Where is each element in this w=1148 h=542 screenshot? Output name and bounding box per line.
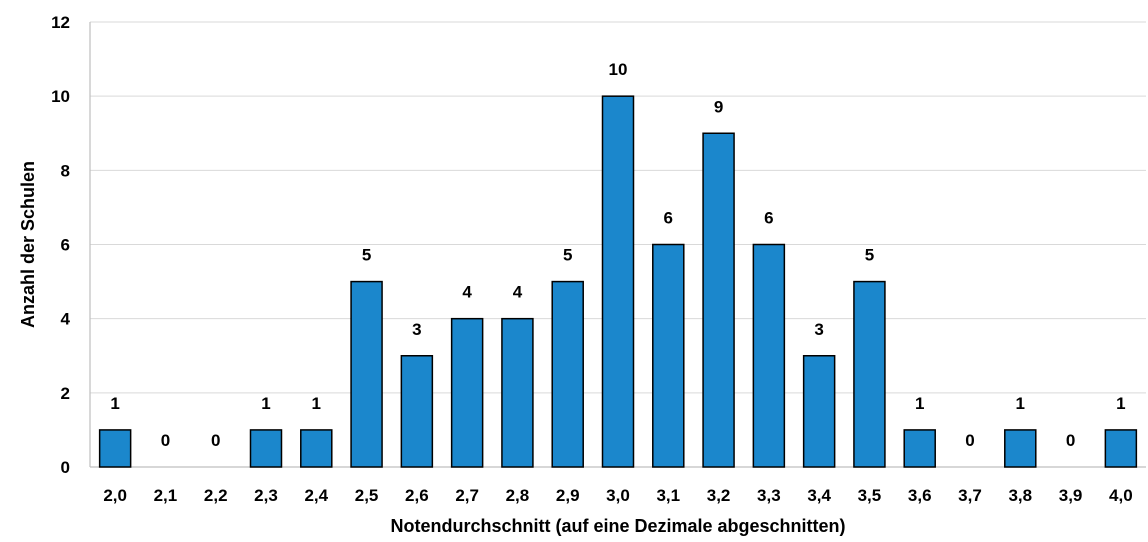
data-label: 0 <box>211 431 220 450</box>
data-label: 3 <box>814 320 823 339</box>
bar <box>1004 429 1037 468</box>
data-label: 5 <box>865 246 874 265</box>
x-tick-label: 3,6 <box>908 486 932 505</box>
x-tick-label: 2,0 <box>103 486 127 505</box>
y-tick-label: 8 <box>61 161 70 180</box>
data-label: 0 <box>1066 431 1075 450</box>
data-label: 0 <box>161 431 170 450</box>
bar <box>752 243 786 468</box>
bar <box>652 243 685 468</box>
x-tick-label: 2,8 <box>506 486 530 505</box>
x-tick-label: 3,5 <box>858 486 882 505</box>
y-axis-title: Anzahl der Schulen <box>18 161 38 328</box>
bar <box>400 355 434 468</box>
x-tick-label: 2,5 <box>355 486 379 505</box>
x-tick-label: 2,6 <box>405 486 429 505</box>
x-tick-label: 4,0 <box>1109 486 1133 505</box>
y-tick-label: 2 <box>61 384 70 403</box>
data-label: 5 <box>362 246 371 265</box>
x-tick-label: 2,1 <box>154 486 178 505</box>
x-tick-label: 2,9 <box>556 486 580 505</box>
y-tick-label: 6 <box>61 236 70 255</box>
y-tick-label: 4 <box>61 310 71 329</box>
data-label: 1 <box>312 394 321 413</box>
bar <box>853 280 886 468</box>
bar <box>450 317 484 468</box>
data-label: 9 <box>714 97 723 116</box>
x-axis-title: Notendurchschnitt (auf eine Dezimale abg… <box>390 516 845 536</box>
data-label: 4 <box>462 283 472 302</box>
data-label: 4 <box>513 283 523 302</box>
data-label: 6 <box>664 209 673 228</box>
bar <box>551 280 584 468</box>
bar <box>802 355 836 468</box>
x-tick-label: 3,4 <box>807 486 831 505</box>
y-tick-label: 12 <box>51 13 70 32</box>
bar <box>501 317 534 468</box>
bar <box>903 429 936 468</box>
bar <box>300 429 333 468</box>
x-tick-label: 3,2 <box>707 486 731 505</box>
x-tick-label: 3,7 <box>958 486 982 505</box>
bars <box>98 95 1138 468</box>
data-label: 1 <box>915 394 924 413</box>
x-tick-label: 3,9 <box>1059 486 1083 505</box>
data-label: 1 <box>1016 394 1025 413</box>
x-tick-label: 3,3 <box>757 486 781 505</box>
data-label: 6 <box>764 209 773 228</box>
bar <box>350 280 383 468</box>
bar <box>702 132 735 468</box>
data-label: 3 <box>412 320 421 339</box>
x-tick-label: 2,4 <box>304 486 328 505</box>
bar <box>601 95 635 468</box>
bar <box>1104 429 1138 468</box>
x-tick-label: 2,3 <box>254 486 278 505</box>
data-label: 10 <box>609 60 628 79</box>
y-tick-label: 0 <box>61 458 70 477</box>
y-axis-ticks: 0 2 4 6 8 10 12 <box>51 13 70 477</box>
data-label: 1 <box>1116 394 1125 413</box>
x-tick-label: 3,0 <box>606 486 630 505</box>
bar <box>98 429 132 468</box>
x-tick-label: 3,8 <box>1008 486 1032 505</box>
y-tick-label: 10 <box>51 87 70 106</box>
x-axis-ticks: 2,0 2,1 2,2 2,3 2,4 2,5 2,6 2,7 2,8 2,9 3,0 3,1 3,2 3… <box>103 486 1132 505</box>
bar <box>249 429 283 468</box>
data-label: 1 <box>261 394 270 413</box>
data-label: 1 <box>110 394 119 413</box>
x-tick-label: 2,7 <box>455 486 479 505</box>
data-label: 0 <box>965 431 974 450</box>
x-tick-label: 2,2 <box>204 486 228 505</box>
data-label: 5 <box>563 246 572 265</box>
x-tick-label: 3,1 <box>656 486 680 505</box>
